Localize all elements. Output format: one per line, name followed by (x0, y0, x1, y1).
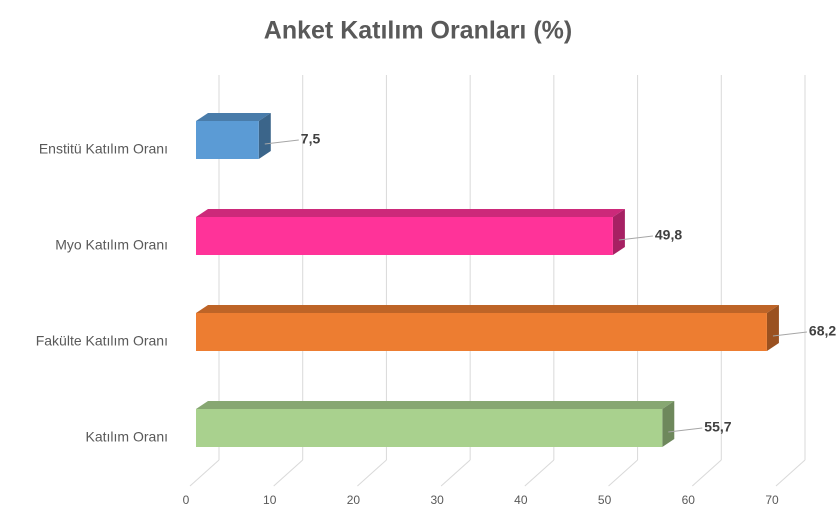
bar-top (196, 209, 625, 217)
y-tick-label: Fakülte Katılım Oranı (36, 333, 168, 349)
x-tick-label: 20 (347, 493, 361, 507)
x-tick-label: 50 (598, 493, 612, 507)
x-tick-label: 10 (263, 493, 277, 507)
y-tick-label: Enstitü Katılım Oranı (39, 141, 168, 157)
grid-floor-line (524, 459, 555, 487)
bar (196, 121, 259, 159)
bar-side (612, 209, 625, 255)
value-label: 7,5 (301, 131, 321, 147)
x-tick-label: 40 (514, 493, 528, 507)
bar-top (196, 401, 675, 409)
grid-floor-line (691, 459, 722, 487)
x-tick-label: 70 (765, 493, 779, 507)
grid-floor-line (273, 459, 304, 487)
grid-floor-line (608, 459, 638, 487)
x-tick-label: 0 (183, 493, 190, 507)
leader-line (668, 427, 703, 433)
bar-top (196, 305, 779, 313)
bar-side (766, 305, 779, 351)
leader-line (772, 331, 807, 337)
bar-top (196, 113, 271, 121)
grid-floor-line (440, 459, 471, 487)
leader-line (618, 235, 653, 241)
bar (196, 409, 663, 447)
x-tick-label: 60 (682, 493, 696, 507)
grid-floor-line (357, 459, 387, 487)
chart-title: Anket Katılım Oranları (%) (264, 17, 572, 45)
x-tick-label: 30 (430, 493, 444, 507)
y-tick-label: Myo Katılım Oranı (55, 237, 168, 253)
value-label: 55,7 (704, 419, 731, 435)
bar-side (662, 401, 675, 447)
value-label: 49,8 (655, 227, 682, 243)
value-label: 68,2 (809, 323, 836, 339)
grid-floor-line (189, 459, 220, 487)
grid-floor-line (775, 459, 806, 487)
leader-line (264, 139, 299, 145)
bar (196, 313, 767, 351)
bar-side (258, 113, 271, 159)
y-tick-label: Katılım Oranı (86, 429, 168, 445)
bar (196, 217, 613, 255)
